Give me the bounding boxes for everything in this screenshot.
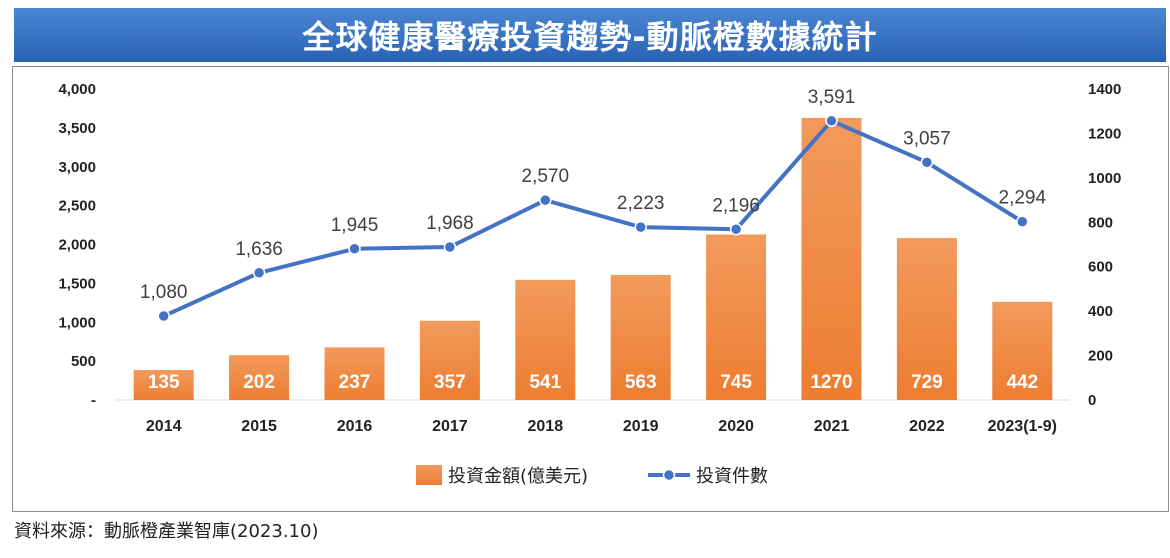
line-value-label: 1,636 bbox=[235, 239, 283, 260]
line-value-label: 2,570 bbox=[522, 166, 570, 187]
right-axis-tick: 1400 bbox=[1088, 81, 1121, 98]
x-axis-tick: 2015 bbox=[241, 418, 277, 435]
bar bbox=[133, 370, 194, 400]
x-axis-tick: 2021 bbox=[814, 418, 850, 435]
bar-value-label: 541 bbox=[529, 372, 561, 393]
bar bbox=[324, 347, 385, 400]
bar bbox=[706, 234, 767, 400]
bar bbox=[801, 117, 862, 400]
left-axis-tick: 2,500 bbox=[58, 198, 96, 215]
line-value-label: 2,196 bbox=[712, 195, 760, 216]
line-value-label: 2,223 bbox=[617, 193, 665, 214]
line-value-label: 1,945 bbox=[331, 215, 379, 236]
legend-bar-swatch bbox=[416, 465, 442, 485]
x-axis-tick: 2020 bbox=[718, 418, 754, 435]
line-point bbox=[634, 220, 647, 234]
line-value-label: 3,057 bbox=[903, 128, 951, 149]
left-axis-tick: 500 bbox=[71, 353, 96, 370]
x-axis-tick: 2018 bbox=[528, 418, 564, 435]
line-point bbox=[348, 242, 361, 256]
left-axis-tick: 1,000 bbox=[58, 314, 96, 331]
x-axis-tick: 2022 bbox=[909, 418, 945, 435]
bar-value-label: 357 bbox=[434, 372, 466, 393]
line-value-label: 1,080 bbox=[140, 282, 188, 303]
bar-value-label: 1270 bbox=[810, 372, 852, 393]
legend-bar-label: 投資金額(億美元) bbox=[448, 466, 588, 487]
left-axis-tick: - bbox=[91, 392, 96, 409]
line-series bbox=[162, 118, 1024, 318]
bar bbox=[992, 301, 1053, 400]
right-axis-tick: 1000 bbox=[1088, 170, 1121, 187]
line-point bbox=[825, 114, 838, 128]
bar bbox=[896, 238, 957, 400]
bar-value-label: 135 bbox=[148, 372, 180, 393]
x-axis-tick: 2014 bbox=[146, 418, 182, 435]
right-axis-tick: 600 bbox=[1088, 259, 1113, 276]
bar-value-label: 442 bbox=[1006, 372, 1038, 393]
left-axis-tick: 3,500 bbox=[58, 120, 96, 137]
bar-value-label: 563 bbox=[625, 372, 657, 393]
line-value-label: 3,591 bbox=[808, 87, 856, 108]
line-point bbox=[1016, 215, 1029, 228]
line-value-label: 2,294 bbox=[999, 188, 1047, 209]
line-point bbox=[920, 156, 934, 169]
bar-value-label: 237 bbox=[339, 372, 371, 393]
title-banner: 全球健康醫療投資趨勢-動脈橙數據統計 bbox=[14, 8, 1166, 62]
line-point bbox=[157, 309, 170, 323]
chart-frame bbox=[12, 66, 1169, 512]
x-axis-tick: 2023(1-9) bbox=[988, 418, 1057, 435]
right-axis-tick: 400 bbox=[1088, 303, 1113, 320]
right-axis-tick: 0 bbox=[1088, 392, 1096, 409]
left-axis-tick: 1,500 bbox=[58, 275, 96, 292]
bar-value-label: 745 bbox=[720, 372, 752, 393]
right-axis-tick: 1200 bbox=[1088, 125, 1121, 142]
x-axis-tick: 2017 bbox=[432, 418, 468, 435]
line-value-label: 1,968 bbox=[426, 213, 474, 234]
left-axis-tick: 3,000 bbox=[58, 159, 96, 176]
source-note: 資料來源：動脈橙產業智庫(2023.10) bbox=[14, 521, 319, 542]
left-axis-tick: 4,000 bbox=[58, 81, 96, 98]
left-axis-tick: 2,000 bbox=[58, 237, 96, 254]
bar bbox=[515, 279, 576, 400]
line-point bbox=[252, 266, 266, 280]
line-point bbox=[443, 240, 457, 254]
x-axis-tick: 2019 bbox=[623, 418, 659, 435]
right-axis-tick: 200 bbox=[1088, 348, 1113, 365]
legend-line-label: 投資件數 bbox=[696, 466, 768, 487]
line-point bbox=[729, 223, 743, 236]
bar-value-label: 202 bbox=[243, 372, 275, 393]
bar bbox=[229, 355, 290, 400]
x-axis-tick: 2016 bbox=[337, 418, 373, 435]
chart-title: 全球健康醫療投資趨勢-動脈橙數據統計 bbox=[302, 18, 878, 56]
line-point bbox=[539, 193, 552, 207]
right-axis-tick: 800 bbox=[1088, 214, 1113, 231]
bar-value-label: 729 bbox=[911, 372, 943, 393]
bar bbox=[419, 320, 480, 400]
legend-line-marker bbox=[662, 468, 676, 482]
bar bbox=[610, 274, 671, 400]
